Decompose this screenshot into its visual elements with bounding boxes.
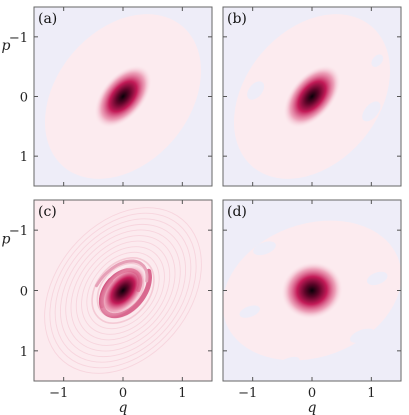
y-axis-label: p <box>2 231 11 247</box>
interference-ring <box>91 257 155 324</box>
interference-ring <box>81 246 165 335</box>
heatmap-area <box>34 200 212 381</box>
panel-c: (c) −1 0 1 q −1 0 1 p <box>2 199 213 415</box>
interference-ring <box>49 212 197 369</box>
heatmap-area <box>34 7 212 186</box>
interference-ring <box>59 223 187 358</box>
panel-label: (b) <box>227 11 247 27</box>
x-axis-label: q <box>308 400 317 415</box>
negative-region <box>239 305 260 318</box>
x-tick-label: −1 <box>238 386 257 401</box>
negative-region <box>367 271 388 286</box>
negative-region <box>247 81 265 100</box>
y-tick-label: −1 <box>9 31 28 46</box>
negative-region <box>253 241 276 256</box>
negative-region <box>350 328 375 343</box>
panel-label: (a) <box>38 11 57 27</box>
wigner-peak <box>98 263 148 318</box>
x-tick-label: 1 <box>178 386 186 401</box>
interference-ring <box>70 235 176 346</box>
panel-d: (d) −1 0 1 q <box>222 199 402 415</box>
y-tick-label: 0 <box>20 285 28 300</box>
negative-region <box>276 356 300 369</box>
x-tick-label: 0 <box>119 386 127 401</box>
x-tick-label: 1 <box>367 386 375 401</box>
y-tick-label: −1 <box>9 224 28 239</box>
y-tick-label: 0 <box>20 91 28 106</box>
x-axis-label: q <box>119 400 128 415</box>
negative-region <box>371 54 384 67</box>
heatmap-area <box>223 7 401 186</box>
interference-ring <box>44 207 202 374</box>
negative-region <box>266 14 286 36</box>
wigner-peak <box>283 64 341 129</box>
panel-label: (c) <box>38 204 57 220</box>
x-tick-label: 0 <box>308 386 316 401</box>
wigner-peak <box>280 261 344 320</box>
panel-a: (a) −1 0 1 p <box>2 6 213 187</box>
interference-ring <box>54 218 192 363</box>
interference-ring <box>86 251 160 330</box>
negative-region <box>362 101 381 122</box>
panel-label: (d) <box>227 204 247 220</box>
y-tick-label: 1 <box>20 345 28 360</box>
y-axis-label: p <box>2 38 11 54</box>
interference-ring <box>65 229 181 352</box>
panel-b: (b) <box>222 6 402 187</box>
interference-ring <box>75 240 171 341</box>
x-tick-label: −1 <box>49 386 68 401</box>
negative-region <box>343 160 364 182</box>
y-tick-label: 1 <box>20 150 28 165</box>
wigner-peak <box>94 64 152 129</box>
heatmap-area <box>223 200 401 381</box>
